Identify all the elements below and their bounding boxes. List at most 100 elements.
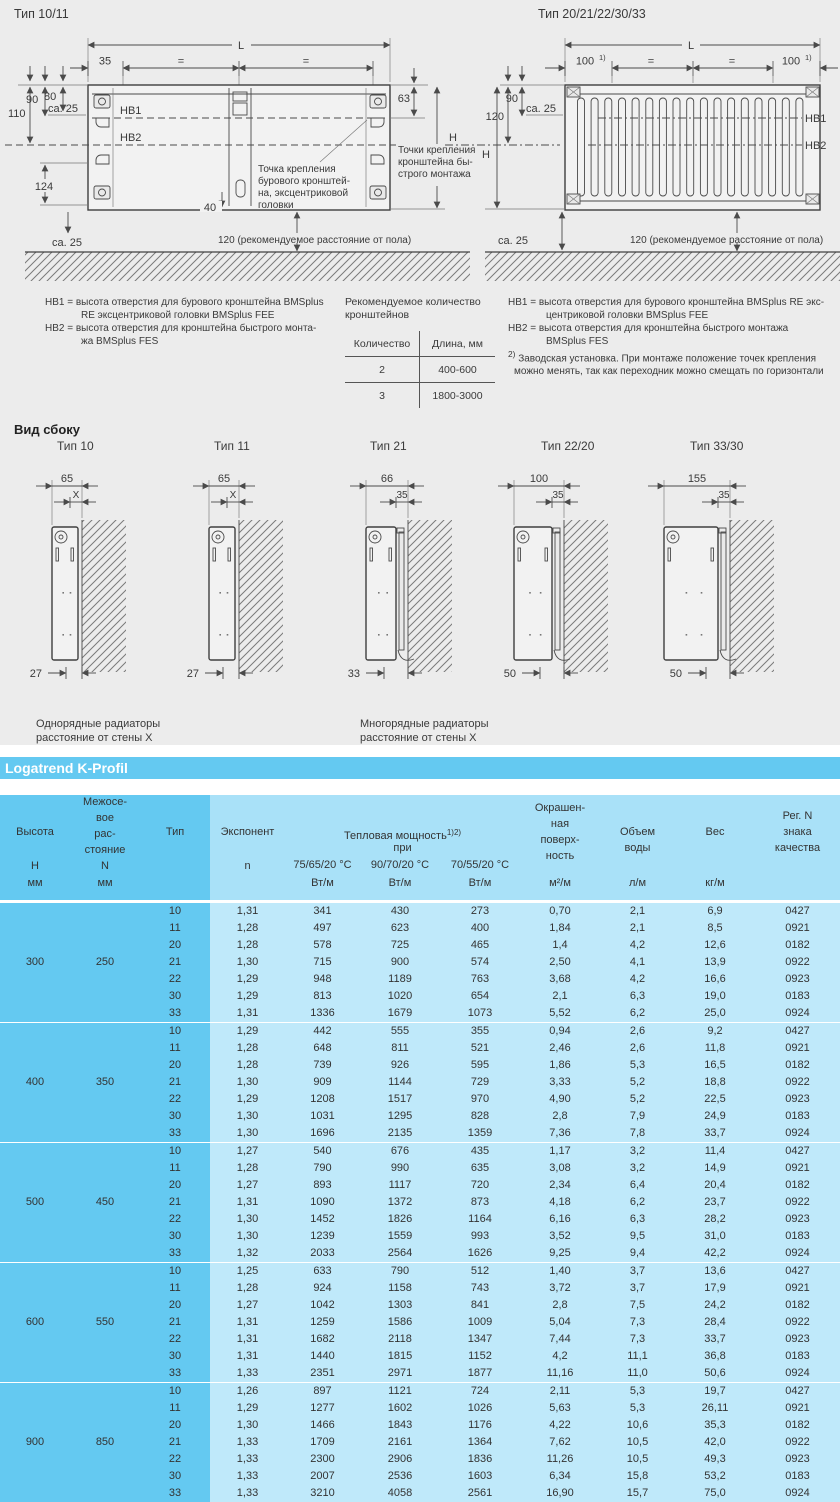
- table-cell: 1239: [285, 1228, 360, 1245]
- table-cell: [70, 1468, 140, 1485]
- table-row: 30 1,33 2007 2536 1603 6,34 15,8 53,2 0183: [0, 1468, 840, 1485]
- table-cell: 813: [285, 988, 360, 1005]
- table-cell: 5,3: [600, 1400, 675, 1417]
- table-cell: [70, 920, 140, 937]
- table-cell: 3,33: [520, 1074, 600, 1091]
- table-cell: 850: [70, 1434, 140, 1451]
- caption-multi-row: Многорядные радиаторы: [360, 718, 489, 730]
- table-cell: 20,4: [675, 1177, 755, 1194]
- table-cell: 2,1: [520, 988, 600, 1005]
- svg-text:кронштейна бы-: кронштейна бы-: [398, 156, 473, 168]
- table-cell: [0, 1383, 70, 1400]
- table-cell: 841: [440, 1297, 520, 1314]
- table-cell: [0, 1331, 70, 1348]
- table-cell: 0183: [755, 1108, 840, 1125]
- table-cell: 2161: [360, 1434, 440, 1451]
- table-cell: [70, 1280, 140, 1297]
- table-cell: 550: [70, 1314, 140, 1331]
- table-cell: 0924: [755, 1005, 840, 1022]
- hb1-label: HB1: [120, 105, 141, 117]
- table-cell: 497: [285, 920, 360, 937]
- dim-100-left: 100: [576, 56, 594, 68]
- table-cell: 31,0: [675, 1228, 755, 1245]
- table-cell: 0921: [755, 1160, 840, 1177]
- table-cell: [0, 1400, 70, 1417]
- dim-L: L: [688, 40, 694, 52]
- table-cell: 725: [360, 937, 440, 954]
- table-cell: 2033: [285, 1245, 360, 1262]
- dim-equal: =: [648, 56, 654, 68]
- table-cell: 7,36: [520, 1125, 600, 1142]
- dim-equal: =: [303, 56, 309, 68]
- table-cell: 1,30: [210, 1074, 285, 1091]
- table-cell: 6,2: [600, 1194, 675, 1211]
- table-cell: 1,17: [520, 1143, 600, 1160]
- table-cell: 2,1: [600, 920, 675, 937]
- table-cell: [0, 1040, 70, 1057]
- bracket-qty-header: Количество: [345, 331, 420, 357]
- table-cell: 1020: [360, 988, 440, 1005]
- table-cell: 5,52: [520, 1005, 600, 1022]
- table-cell: [70, 1348, 140, 1365]
- table-cell: 18,8: [675, 1074, 755, 1091]
- table-cell: 10: [140, 1143, 210, 1160]
- table-cell: 20: [140, 1417, 210, 1434]
- table-cell: 1144: [360, 1074, 440, 1091]
- side-dim-depth: 155: [688, 473, 706, 485]
- table-cell: 400: [440, 920, 520, 937]
- table-cell: 450: [70, 1194, 140, 1211]
- table-cell: [0, 1211, 70, 1228]
- table-cell: 33: [140, 1125, 210, 1142]
- table-cell: 0427: [755, 1263, 840, 1280]
- table-cell: 350: [70, 1074, 140, 1091]
- table-cell: 1559: [360, 1228, 440, 1245]
- svg-text:бурового кронштей-: бурового кронштей-: [258, 175, 350, 187]
- table-cell: [70, 937, 140, 954]
- table-cell: 30: [140, 1468, 210, 1485]
- table-cell: 790: [360, 1263, 440, 1280]
- table-cell: 2,6: [600, 1023, 675, 1040]
- table-cell: 0921: [755, 920, 840, 937]
- table-row: 300 250 21 1,30 715 900 574 2,50 4,1 13,9 0922: [0, 954, 840, 971]
- side-view-1: Тип 11 65X 27: [187, 439, 283, 680]
- table-cell: 623: [360, 920, 440, 937]
- table-cell: 10,5: [600, 1451, 675, 1468]
- table-cell: 0923: [755, 1211, 840, 1228]
- table-cell: 300: [0, 954, 70, 971]
- table-cell: [0, 1365, 70, 1382]
- svg-text:строго монтажа: строго монтажа: [398, 169, 471, 180]
- table-cell: 3,2: [600, 1143, 675, 1160]
- table-cell: 1440: [285, 1348, 360, 1365]
- table-cell: 1117: [360, 1177, 440, 1194]
- table-cell: 6,2: [600, 1005, 675, 1022]
- table-cell: 0923: [755, 1091, 840, 1108]
- table-cell: 5,2: [600, 1091, 675, 1108]
- table-cell: 1696: [285, 1125, 360, 1142]
- table-cell: 2,46: [520, 1040, 600, 1057]
- table-cell: 20: [140, 1057, 210, 1074]
- table-cell: 42,0: [675, 1434, 755, 1451]
- table-cell: 341: [285, 903, 360, 920]
- table-cell: 715: [285, 954, 360, 971]
- table-cell: 10: [140, 1263, 210, 1280]
- table-cell: 1164: [440, 1211, 520, 1228]
- table-cell: 22: [140, 1091, 210, 1108]
- table-cell: 0183: [755, 988, 840, 1005]
- table-cell: 2,6: [600, 1040, 675, 1057]
- table-cell: 0924: [755, 1485, 840, 1502]
- table-cell: [0, 1108, 70, 1125]
- table-cell: 0182: [755, 1297, 840, 1314]
- table-cell: 11: [140, 1040, 210, 1057]
- table-cell: 33: [140, 1365, 210, 1382]
- side-view-title: Тип 11: [214, 439, 250, 453]
- side-dim-bottom: 50: [670, 668, 682, 680]
- table-cell: [70, 1485, 140, 1502]
- table-cell: 19,7: [675, 1383, 755, 1400]
- table-cell: 2,8: [520, 1108, 600, 1125]
- table-cell: 1,28: [210, 1280, 285, 1297]
- table-cell: 5,63: [520, 1400, 600, 1417]
- technical-drawings-section: Тип 10/11 L 35 = =: [0, 0, 840, 745]
- table-cell: 654: [440, 988, 520, 1005]
- table-row: 22 1,33 2300 2906 1836 11,26 10,5 49,3 0923: [0, 1451, 840, 1468]
- table-row: 33 1,33 3210 4058 2561 16,90 15,7 75,0 0924: [0, 1485, 840, 1502]
